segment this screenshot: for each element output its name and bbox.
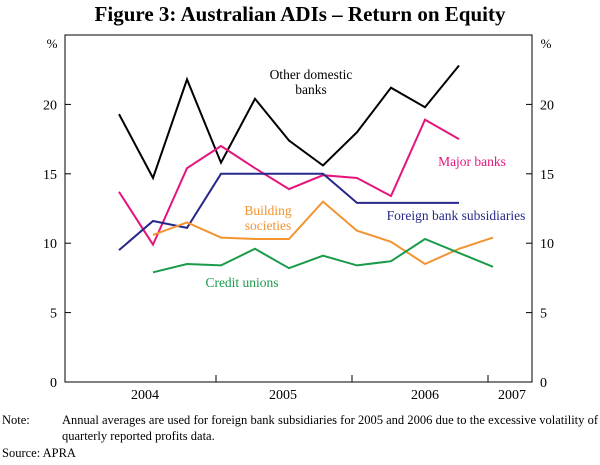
x-ticks: 2004 2005 2006 2007 [131, 388, 526, 403]
y-tick-label-left: 20 [43, 98, 57, 113]
series-line-major [118, 118, 460, 247]
series-line-building [152, 200, 494, 266]
series-label-building: societies [245, 218, 292, 233]
y-tick-label-left: 5 [50, 307, 57, 322]
series-label-credit: Credit unions [205, 275, 278, 290]
y-tick-label-left: 0 [50, 376, 57, 391]
x-tick-label: 2007 [498, 388, 526, 403]
y-tick-label-right: 5 [540, 307, 547, 322]
y-axis-unit-right: % [541, 36, 552, 51]
x-tick-label: 2005 [269, 388, 297, 403]
y-tick-label-left: 15 [43, 168, 57, 183]
x-tick-label: 2004 [131, 388, 159, 403]
series-line-credit [152, 237, 494, 274]
y-ticks: 0 0 5 5 10 10 15 15 20 20 [43, 98, 554, 391]
chart-title: Figure 3: Australian ADIs – Return on Eq… [94, 2, 506, 26]
y-axis-unit-left: % [47, 36, 58, 51]
series-label-major: Major banks [438, 154, 506, 169]
footnote-label: Note: [2, 413, 30, 427]
y-tick-label-right: 0 [540, 376, 547, 391]
footnote-text: Annual averages are used for foreign ban… [62, 413, 598, 443]
series-line-other_domestic [118, 64, 460, 181]
y-tick-label-left: 10 [43, 237, 57, 252]
year-dividers [215, 375, 489, 382]
y-tick-label-right: 10 [540, 237, 554, 252]
series-label-building: Building [244, 203, 292, 218]
source-line: Source: APRA [2, 446, 76, 460]
y-tick-label-right: 20 [540, 98, 554, 113]
series-label-foreign: Foreign bank subsidiaries [387, 208, 526, 223]
series-label-other_domestic: Other domestic [270, 67, 353, 82]
x-tick-label: 2006 [411, 388, 439, 403]
plot-frame [64, 34, 533, 383]
series-label-other_domestic: banks [295, 82, 327, 97]
series-lines [118, 64, 494, 274]
y-tick-label-right: 15 [540, 168, 554, 183]
